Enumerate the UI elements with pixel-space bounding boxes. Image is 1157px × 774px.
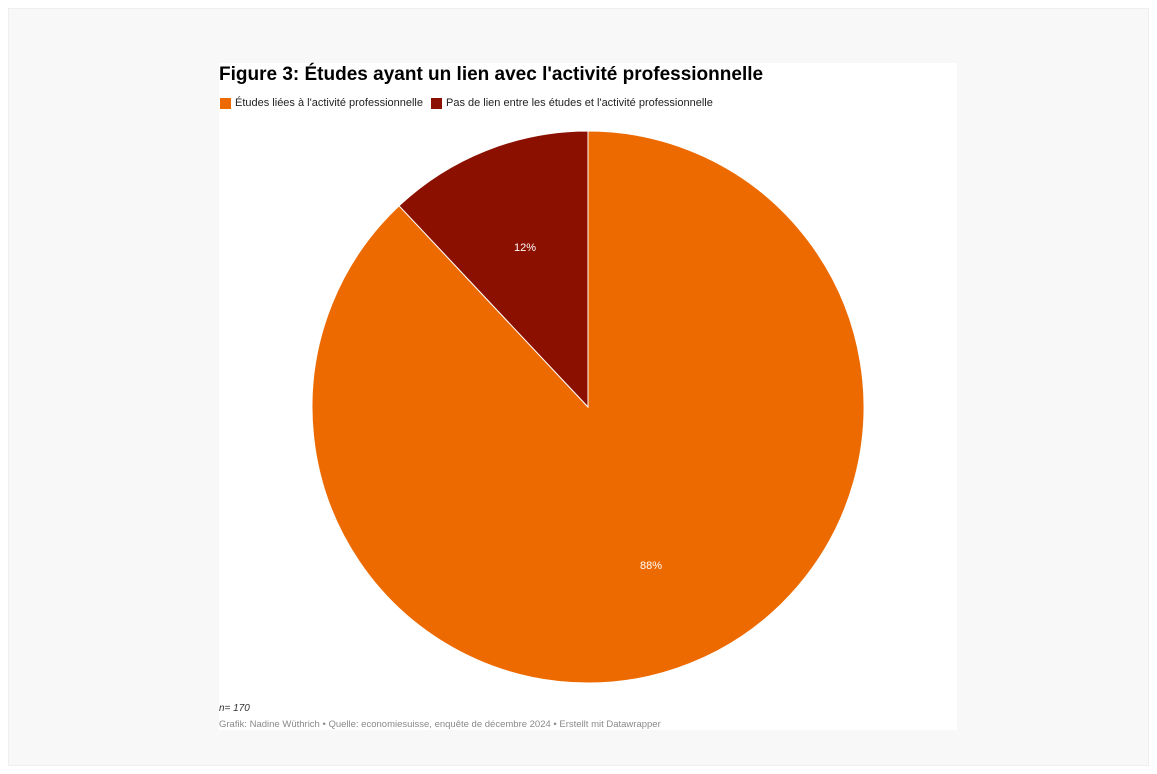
source-credit: Grafik: Nadine Wüthrich • Quelle: econom… <box>219 719 661 730</box>
legend-item-no-link: Pas de lien entre les études et l'activi… <box>430 97 713 109</box>
slice-label-no-link: 12% <box>514 242 536 254</box>
legend-swatch-linked <box>220 97 231 109</box>
legend-item-linked: Études liées à l'activité professionnell… <box>220 97 423 109</box>
legend-label-no-link: Pas de lien entre les études et l'activi… <box>445 97 713 109</box>
legend-swatch-no-link <box>430 97 442 109</box>
pie-slice-no-link <box>398 130 589 409</box>
legend-label-linked: Études liées à l'activité professionnell… <box>235 97 423 109</box>
chart-legend: Études liées à l'activité professionnell… <box>220 97 721 109</box>
chart-title: Figure 3: Études ayant un lien avec l'ac… <box>219 64 764 85</box>
sample-size-note: n= 170 <box>219 703 250 714</box>
slice-label-linked: 88% <box>640 560 662 572</box>
